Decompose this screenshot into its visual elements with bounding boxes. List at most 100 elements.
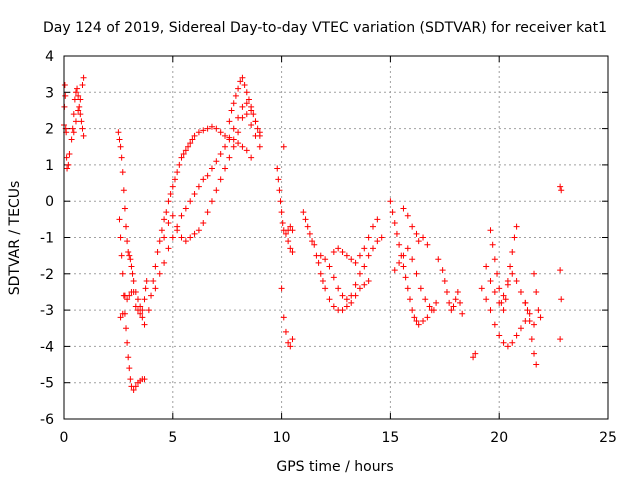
point-arc-21-7 [509,339,516,346]
series-arc-09 [226,74,263,139]
point-arc-07-18 [230,125,237,132]
point-arc-05-6 [130,288,137,295]
point-arc-22-0 [483,263,490,270]
point-arc-02-3 [71,96,78,103]
series-arc-06 [145,123,255,314]
point-arc-12-8 [317,270,324,277]
point-arc-02-9 [78,118,85,125]
x-tick-label-4: 20 [490,430,508,446]
point-arc-01-6 [63,154,70,161]
y-tick-label-2: -4 [40,339,54,355]
point-arc-09-6 [239,74,246,81]
point-arc-08-0 [161,234,168,241]
point-arc-17-6 [424,241,431,248]
point-arc-10-10 [289,249,296,256]
y-tick-label-3: -3 [40,303,54,319]
point-arc-15-8 [404,285,411,292]
point-arc-12-9 [319,278,326,285]
point-arc-13-4 [335,285,342,292]
point-arc-25-4 [557,336,564,343]
series-arc-12 [300,209,372,314]
point-arc-21-5 [500,339,507,346]
point-arc-12-10 [322,285,329,292]
series-arc-22 [483,263,538,328]
point-arc-08-13 [217,176,224,183]
point-arc-03-5 [120,187,127,194]
point-arc-11-1 [280,314,287,321]
point-arc-13-13 [374,238,381,245]
y-tick-label-10: 4 [45,49,54,65]
point-arc-23-4 [531,350,538,357]
point-arc-20-7 [502,296,509,303]
point-arc-13-14 [378,234,385,241]
point-arc-04-13 [132,383,139,390]
point-arc-10-3 [277,198,284,205]
y-tick-labels: -6 -5 -4 -3 -2 -1 0 1 2 3 4 [40,49,54,428]
point-arc-03-13 [129,270,136,277]
point-arc-07-6 [178,212,185,219]
point-arc-10-4 [278,209,285,216]
point-arc-09-5 [237,78,244,85]
point-arc-07-2 [161,259,168,266]
point-arc-02-1 [69,125,76,132]
point-arc-13-11 [365,252,372,259]
point-arc-16-8 [426,303,433,310]
point-arc-09-10 [248,103,255,110]
point-arc-02-17 [80,74,87,81]
series-arc-16 [391,245,437,314]
series-arc-02 [68,74,87,143]
point-arc-10-5 [279,219,286,226]
point-arc-08-4 [178,234,185,241]
point-arc-04-7 [124,339,131,346]
point-arc-18-8 [454,288,461,295]
point-arc-24-1 [533,288,540,295]
point-arc-07-22 [248,121,255,128]
point-arc-22-7 [513,278,520,285]
point-arc-25-2 [557,267,564,274]
point-arc-05-7 [132,303,139,310]
point-arc-07-7 [182,205,189,212]
point-arc-04-12 [130,386,137,393]
point-arc-03-12 [128,263,135,270]
point-arc-21-0 [478,285,485,292]
point-arc-12-1 [302,216,309,223]
point-arc-22-4 [500,292,507,299]
point-arc-20-9 [507,263,514,270]
point-arc-16-1 [396,259,403,266]
point-arc-06-10 [167,190,174,197]
point-arc-23-0 [522,299,529,306]
point-arc-06-21 [191,132,198,139]
point-arc-06-24 [204,125,211,132]
point-arc-07-15 [217,151,224,158]
point-arc-03-14 [130,278,137,285]
point-arc-20-10 [509,249,516,256]
point-arc-13-6 [343,296,350,303]
point-arc-15-9 [406,296,413,303]
point-arc-04-9 [126,365,133,372]
point-arc-07-11 [200,176,207,183]
point-arc-03-10 [126,252,133,259]
point-arc-06-33 [243,147,250,154]
point-arc-12-15 [343,303,350,310]
point-arc-25-0 [557,183,564,190]
point-arc-20-2 [491,256,498,263]
y-tick-label-7: 1 [45,158,54,174]
series-arc-23 [522,299,540,368]
point-arc-15-0 [387,198,394,205]
point-arc-21-4 [496,332,503,339]
point-arc-03-2 [117,143,124,150]
point-arc-23-1 [524,307,531,314]
x-tick-label-3: 15 [381,430,399,446]
point-arc-21-2 [487,307,494,314]
point-arc-02-0 [68,136,75,143]
point-arc-05-10 [139,307,146,314]
point-arc-17-3 [413,230,420,237]
point-arc-16-5 [413,270,420,277]
point-arc-22-5 [504,281,511,288]
point-arc-22-6 [509,270,516,277]
point-arc-18-3 [443,288,450,295]
point-arc-22-10 [526,310,533,317]
point-arc-06-25 [208,123,215,130]
point-arc-08-14 [222,165,229,172]
point-arc-12-2 [304,223,311,230]
